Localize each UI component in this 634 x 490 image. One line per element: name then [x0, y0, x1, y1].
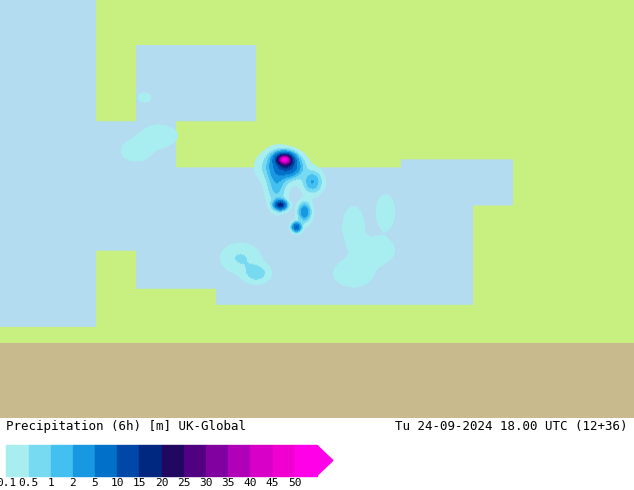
Bar [162, 445, 184, 476]
Text: 20: 20 [155, 478, 169, 489]
Bar [273, 445, 295, 476]
Bar [250, 445, 273, 476]
Text: 45: 45 [266, 478, 280, 489]
Bar [139, 445, 162, 476]
Bar [51, 445, 73, 476]
Bar [95, 445, 117, 476]
Text: 10: 10 [110, 478, 124, 489]
Bar [117, 445, 139, 476]
Bar [184, 445, 206, 476]
Bar [73, 445, 95, 476]
Text: 5: 5 [92, 478, 98, 489]
Text: 0.5: 0.5 [18, 478, 39, 489]
Bar [295, 445, 317, 476]
Text: 50: 50 [288, 478, 302, 489]
Text: 30: 30 [199, 478, 213, 489]
Bar [29, 445, 51, 476]
Text: 35: 35 [221, 478, 235, 489]
Text: 0.1: 0.1 [0, 478, 16, 489]
Text: 15: 15 [133, 478, 146, 489]
Text: 25: 25 [177, 478, 191, 489]
Text: 2: 2 [70, 478, 76, 489]
Text: 40: 40 [243, 478, 257, 489]
Bar [206, 445, 228, 476]
Bar [6, 445, 29, 476]
Text: Tu 24-09-2024 18.00 UTC (12+36): Tu 24-09-2024 18.00 UTC (12+36) [395, 420, 628, 433]
Text: 1: 1 [48, 478, 54, 489]
Text: Precipitation (6h) [m] UK-Global: Precipitation (6h) [m] UK-Global [6, 420, 247, 433]
FancyArrow shape [317, 445, 333, 476]
Bar [228, 445, 250, 476]
